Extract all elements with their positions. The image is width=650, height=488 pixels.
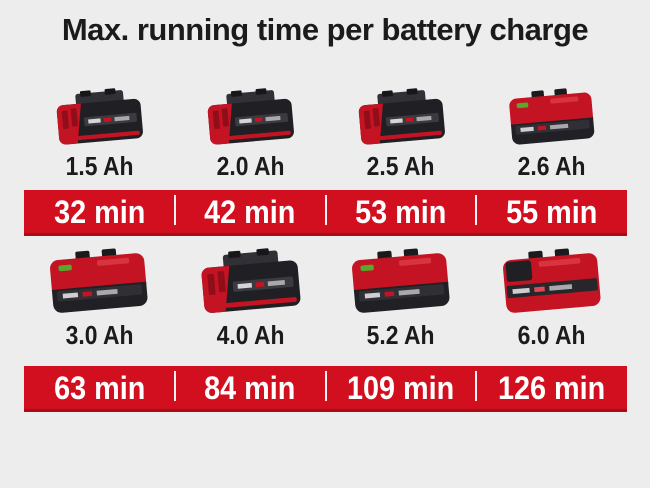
battery-row-1: 1.5 Ah 2.0 Ah 2.5 Ah 2.6 Ah [24, 88, 627, 181]
bar-divider [324, 195, 327, 225]
battery-cell: 6.0 Ah [476, 248, 627, 350]
battery-icon [502, 88, 602, 149]
bar-divider [173, 371, 176, 401]
bar-divider [324, 371, 327, 401]
battery-capacity-label: 5.2 Ah [366, 320, 435, 350]
runtime-value: 32 min [53, 193, 145, 230]
battery-icon [495, 248, 609, 318]
runtime-value: 63 min [53, 369, 145, 406]
battery-row-2: 3.0 Ah 4.0 Ah 5.2 Ah 6.0 Ah [24, 248, 627, 350]
battery-cell: 3.0 Ah [24, 248, 175, 350]
battery-capacity-label: 3.0 Ah [65, 320, 134, 350]
battery-capacity-label: 6.0 Ah [517, 320, 586, 350]
page-title: Max. running time per battery charge [61, 12, 589, 47]
battery-capacity-label: 1.5 Ah [65, 151, 134, 181]
battery-cell: 1.5 Ah [24, 88, 175, 181]
battery-icon [351, 88, 451, 149]
runtime-value: 109 min [347, 369, 455, 406]
battery-icon [193, 248, 307, 318]
battery-cell: 2.0 Ah [175, 88, 326, 181]
runtime-bar-2: 63 min 84 min 109 min 126 min [24, 366, 627, 412]
battery-cell: 5.2 Ah [326, 248, 477, 350]
battery-icon [344, 248, 458, 318]
bar-divider [173, 195, 176, 225]
runtime-value: 126 min [497, 369, 606, 406]
bar-divider [475, 371, 478, 401]
bar-divider [475, 195, 478, 225]
battery-cell: 4.0 Ah [175, 248, 326, 350]
battery-icon [49, 88, 149, 149]
runtime-bar-1: 32 min 42 min 53 min 55 min [24, 190, 627, 236]
battery-capacity-label: 4.0 Ah [216, 320, 285, 350]
battery-capacity-label: 2.5 Ah [366, 151, 435, 181]
runtime-value: 42 min [204, 193, 296, 230]
battery-capacity-label: 2.0 Ah [216, 151, 285, 181]
runtime-value: 53 min [355, 193, 447, 230]
battery-cell: 2.6 Ah [476, 88, 627, 181]
runtime-value: 55 min [506, 193, 598, 230]
battery-cell: 2.5 Ah [326, 88, 477, 181]
battery-icon [42, 248, 156, 318]
battery-icon [200, 88, 300, 149]
battery-capacity-label: 2.6 Ah [517, 151, 586, 181]
runtime-value: 84 min [204, 369, 296, 406]
